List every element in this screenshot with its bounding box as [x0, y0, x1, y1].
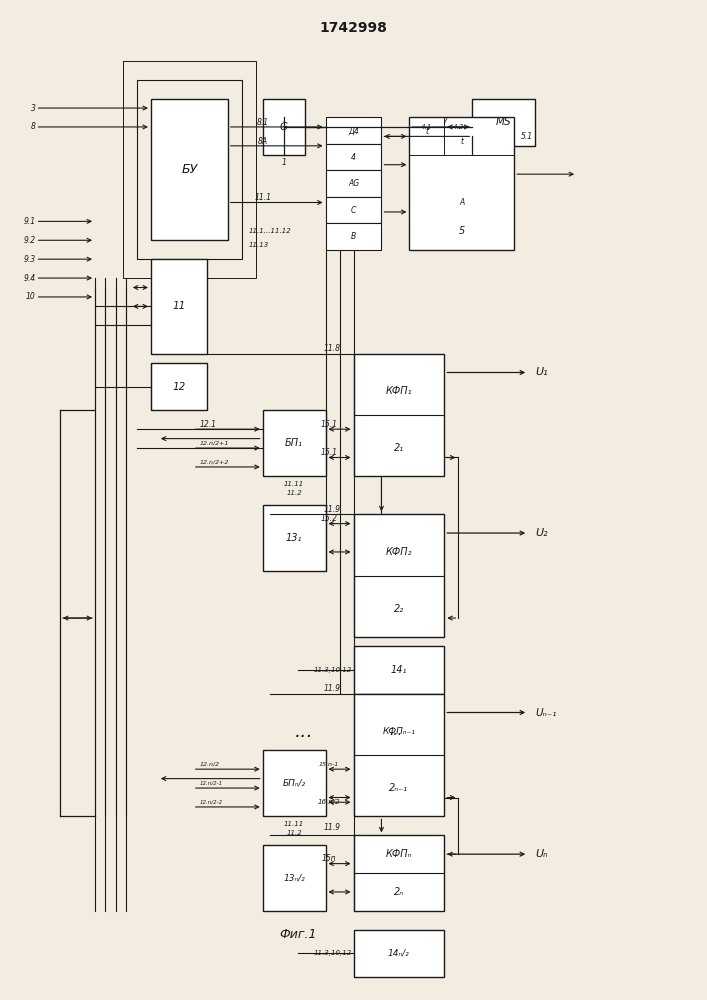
Text: 12.n/2: 12.n/2 — [200, 762, 220, 767]
Text: ...: ... — [389, 724, 402, 738]
Text: 2ₙ₋₁: 2ₙ₋₁ — [390, 783, 409, 793]
Text: КФПₙ₋₁: КФПₙ₋₁ — [382, 727, 415, 736]
Text: U₂: U₂ — [535, 528, 548, 538]
Text: G: G — [280, 122, 288, 132]
Text: КФПₙ: КФПₙ — [385, 849, 412, 859]
Text: КФП₂: КФП₂ — [385, 547, 412, 557]
Text: t: t — [460, 137, 463, 146]
Text: 11.2: 11.2 — [286, 490, 302, 496]
Text: 10: 10 — [26, 292, 35, 301]
FancyBboxPatch shape — [354, 835, 444, 911]
Text: 11.9: 11.9 — [324, 505, 341, 514]
FancyBboxPatch shape — [354, 514, 444, 637]
Text: C: C — [351, 206, 356, 215]
FancyBboxPatch shape — [325, 117, 382, 144]
Text: 11.3,10,12: 11.3,10,12 — [313, 950, 351, 956]
Text: U₁: U₁ — [535, 367, 548, 377]
Text: Uₙ₋₁: Uₙ₋₁ — [535, 708, 556, 717]
Text: 15n: 15n — [322, 854, 337, 863]
Text: Uₙ: Uₙ — [535, 849, 548, 859]
Text: МS: МS — [496, 117, 512, 127]
Text: 1742998: 1742998 — [320, 21, 387, 35]
Text: 15.1: 15.1 — [320, 448, 337, 457]
Text: 5.1: 5.1 — [521, 132, 533, 141]
FancyBboxPatch shape — [409, 117, 514, 250]
Text: 13₁: 13₁ — [286, 533, 303, 543]
Text: КФП₁: КФП₁ — [385, 386, 412, 396]
FancyBboxPatch shape — [325, 223, 382, 250]
Text: 14ₙ/₂: 14ₙ/₂ — [388, 949, 410, 958]
FancyBboxPatch shape — [472, 99, 535, 146]
Text: 1: 1 — [281, 158, 286, 167]
FancyBboxPatch shape — [151, 363, 206, 410]
Text: 12.n/2-1: 12.n/2-1 — [200, 781, 223, 786]
Text: 8.1: 8.1 — [257, 118, 269, 127]
Text: 15.n-1: 15.n-1 — [319, 762, 339, 767]
Text: 8А: 8А — [257, 137, 268, 146]
FancyBboxPatch shape — [325, 144, 382, 170]
Text: A: A — [459, 198, 464, 207]
Text: 9.3: 9.3 — [23, 255, 35, 264]
Text: 16.n/2: 16.n/2 — [317, 799, 340, 805]
Text: 12.1: 12.1 — [200, 420, 217, 429]
Text: 2₁: 2₁ — [394, 443, 404, 453]
Text: 11.1: 11.1 — [255, 193, 271, 202]
Text: 11.13: 11.13 — [249, 242, 269, 248]
Text: БПₙ/₂: БПₙ/₂ — [283, 779, 305, 788]
Text: 2₂: 2₂ — [394, 604, 404, 614]
FancyBboxPatch shape — [263, 845, 325, 911]
FancyBboxPatch shape — [263, 505, 325, 571]
Text: 12.n/2+2: 12.n/2+2 — [200, 460, 229, 465]
FancyBboxPatch shape — [354, 930, 444, 977]
Text: 4.2: 4.2 — [452, 124, 464, 130]
Text: 14₁: 14₁ — [391, 665, 407, 675]
Text: 4.1: 4.1 — [421, 124, 433, 130]
Text: БП₁: БП₁ — [285, 438, 303, 448]
Text: 11.9: 11.9 — [324, 684, 341, 693]
Text: 8: 8 — [30, 122, 35, 131]
FancyBboxPatch shape — [325, 197, 382, 223]
FancyBboxPatch shape — [325, 170, 382, 197]
Text: 9.4: 9.4 — [23, 274, 35, 283]
FancyBboxPatch shape — [151, 259, 206, 354]
FancyBboxPatch shape — [263, 99, 305, 155]
Text: 12: 12 — [173, 382, 185, 392]
Text: 15.2: 15.2 — [320, 514, 337, 523]
Text: Д4: Д4 — [348, 126, 359, 135]
Text: 2ₙ: 2ₙ — [394, 887, 404, 897]
Text: 15.1: 15.1 — [320, 420, 337, 429]
Text: 11.9: 11.9 — [324, 823, 341, 832]
Text: 11.8: 11.8 — [324, 344, 341, 353]
Text: 11.2: 11.2 — [286, 830, 302, 836]
Text: АG: АG — [348, 179, 359, 188]
Text: 11.1...11.12: 11.1...11.12 — [249, 228, 291, 234]
Text: t: t — [426, 127, 428, 136]
FancyBboxPatch shape — [354, 354, 444, 476]
Text: 13ₙ/₂: 13ₙ/₂ — [284, 873, 305, 882]
FancyBboxPatch shape — [354, 646, 444, 694]
FancyBboxPatch shape — [354, 694, 444, 816]
Text: 7: 7 — [442, 117, 447, 126]
FancyBboxPatch shape — [151, 99, 228, 240]
Text: 5: 5 — [459, 226, 465, 236]
Text: B: B — [351, 232, 356, 241]
Text: БУ: БУ — [181, 163, 197, 176]
Text: 4: 4 — [351, 153, 356, 162]
FancyBboxPatch shape — [263, 410, 325, 476]
Text: 11.3,10,12: 11.3,10,12 — [313, 667, 351, 673]
Text: 12.n/2-2: 12.n/2-2 — [200, 800, 223, 805]
Text: 9.2: 9.2 — [23, 236, 35, 245]
Text: 11.11: 11.11 — [284, 821, 304, 827]
Text: 11: 11 — [173, 301, 185, 311]
FancyBboxPatch shape — [263, 750, 325, 816]
Text: 9.1: 9.1 — [23, 217, 35, 226]
Text: 12.n/2+1: 12.n/2+1 — [200, 441, 229, 446]
Text: Фиг.1: Фиг.1 — [279, 928, 316, 941]
Text: 11.11: 11.11 — [284, 481, 304, 487]
Text: ...: ... — [296, 722, 314, 741]
Text: 3: 3 — [30, 104, 35, 113]
